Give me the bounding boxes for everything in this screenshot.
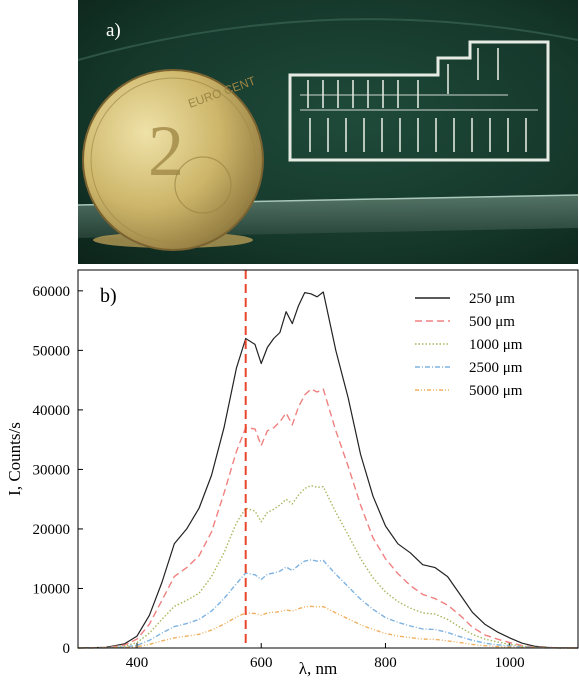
photo-panel: 2 EURO CENT a): [78, 0, 578, 264]
chip-channels: [300, 94, 538, 111]
chart-panel-label: b): [100, 285, 117, 307]
legend-label: 5000 μm: [469, 383, 523, 399]
chart-ticks: [78, 290, 511, 649]
y-tick-label: 20000: [33, 522, 71, 538]
x-tick-label: 1000: [495, 655, 525, 671]
plot-frame: [77, 269, 579, 649]
x-tick-label: 400: [126, 655, 149, 671]
y-tick-label: 50000: [33, 343, 71, 359]
microfluidic-chip-outline: [288, 40, 550, 162]
series-line-5: [77, 605, 578, 649]
y-tick-label: 0: [63, 641, 71, 657]
chip-comb-bottom: [309, 118, 527, 152]
series-line-4: [77, 559, 578, 649]
series-line-3: [77, 484, 578, 649]
chip-comb-top: [307, 48, 499, 108]
dish-rim: [78, 18, 578, 61]
legend-label: 2500 μm: [469, 360, 523, 376]
coin: [82, 69, 264, 251]
spectrum-chart: 400 600 800 1000010000200003000040000500006…: [5, 269, 579, 678]
y-axis-label: I, Counts/s: [5, 422, 24, 496]
legend: 250 μm 500 μm 1000 μm 2500 μm 5000 μm: [415, 291, 523, 399]
photo-illustration: 2 EURO CENT a): [78, 0, 578, 264]
y-tick-label: 30000: [33, 462, 71, 478]
y-tick-label: 60000: [33, 284, 71, 300]
legend-label: 500 μm: [469, 314, 515, 330]
coin-globe: [174, 156, 232, 214]
coin-rim: [90, 77, 256, 243]
x-tick-label: 600: [250, 655, 273, 671]
series-line-1: [77, 291, 579, 649]
coin-value: 2: [148, 111, 184, 191]
y-tick-label: 10000: [33, 581, 71, 597]
legend-label: 250 μm: [469, 291, 515, 307]
x-axis-label: λ, nm: [299, 659, 337, 678]
legend-label: 1000 μm: [469, 337, 523, 353]
chart-series: [77, 291, 579, 649]
tick-labels: 400 600 800 1000010000200003000040000500006…: [33, 284, 525, 671]
photo-panel-label: a): [106, 20, 121, 41]
x-tick-label: 800: [374, 655, 397, 671]
series-line-2: [77, 388, 579, 649]
y-tick-label: 40000: [33, 403, 71, 419]
